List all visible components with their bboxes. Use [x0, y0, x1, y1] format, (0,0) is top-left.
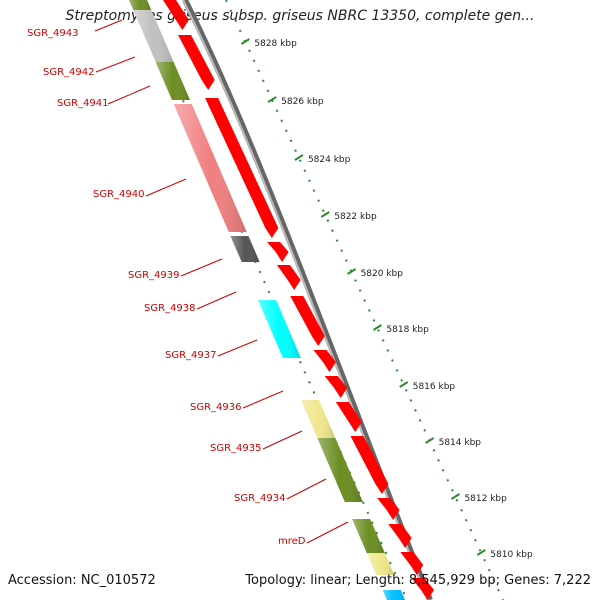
label-leader [286, 478, 327, 500]
backbone-highlight [182, 0, 429, 600]
backbone-line [182, 0, 433, 600]
forward-gene[interactable] [335, 402, 362, 432]
label-leader [242, 390, 284, 409]
scale-tick-label: 5812 kbp [464, 494, 507, 504]
gene-shade [258, 300, 301, 358]
forward-gene[interactable] [276, 265, 301, 290]
gene-label: SGR_4940 [93, 189, 145, 200]
scale-tick-label: 5820 kbp [361, 269, 404, 279]
scale-tick [320, 211, 330, 218]
gene-label: mreD [278, 536, 306, 547]
gene-shade [301, 400, 336, 438]
label-leader [145, 178, 187, 197]
accession-text: Accession: NC_010572 [8, 573, 156, 588]
scale-tick-label: 5814 kbp [439, 438, 482, 448]
forward-gene[interactable] [178, 35, 215, 90]
scale-tick-label: 5824 kbp [308, 155, 351, 165]
forward-gene[interactable] [163, 0, 189, 30]
gene-label: SGR_4943 [27, 28, 79, 39]
scale-tick [240, 38, 250, 45]
scale-tick [399, 381, 409, 388]
topology-text: Topology: linear; Length: 8,545,929 bp; … [245, 573, 591, 588]
label-leader [306, 521, 349, 544]
scale-tick-label: 5826 kbp [281, 97, 324, 107]
backbone [182, 0, 433, 600]
scale-tick-label: 5828 kbp [254, 39, 297, 49]
gene-tracks[interactable] [129, 0, 434, 600]
label-leader [217, 339, 258, 357]
scale-ticks: 5828 kbp 5826 kbp 5824 kbp 5822 kbp 5820 kbp… [137, 0, 533, 600]
forward-gene[interactable] [400, 552, 424, 575]
forward-gene[interactable] [290, 296, 325, 346]
scale-tick-label: 5810 kbp [490, 550, 533, 560]
forward-gene[interactable] [388, 524, 412, 548]
gene-label: SGR_4941 [57, 98, 109, 109]
forward-gene[interactable] [267, 242, 289, 262]
gene-labels: SGR_4943 SGR_4942 SGR_4941 SGR_4940 SGR_4939… [27, 19, 349, 547]
gene-label: SGR_4939 [128, 270, 180, 281]
scale-tick [476, 549, 486, 556]
scale-tick [267, 96, 277, 103]
label-leader [95, 56, 136, 73]
gene-shade [155, 62, 190, 100]
gene-shade [317, 438, 363, 502]
scale-tick-label: 5822 kbp [334, 212, 377, 222]
scale-tick [347, 268, 357, 275]
gene-label: SGR_4942 [43, 67, 95, 78]
gene-shade [173, 104, 247, 232]
forward-gene[interactable] [205, 98, 279, 238]
scale-tick [450, 493, 460, 500]
scale-tick [372, 324, 382, 331]
forward-gene[interactable] [313, 350, 336, 372]
gene-label: SGR_4934 [234, 493, 286, 504]
gene-label: SGR_4937 [165, 350, 217, 361]
label-leader [107, 85, 151, 105]
gene-label: SGR_4935 [210, 443, 262, 454]
gene-shade [366, 553, 395, 575]
forward-gene[interactable] [377, 498, 400, 520]
label-leader [262, 430, 303, 450]
forward-gene[interactable] [411, 578, 434, 600]
gene-shade [352, 519, 385, 553]
gene-shade [129, 0, 152, 10]
gene-shade [133, 10, 174, 62]
scale-tick-label: 5816 kbp [413, 382, 456, 392]
label-leader [180, 258, 223, 277]
scale-tick [294, 154, 304, 161]
label-leader [94, 19, 123, 32]
gene-shade [382, 590, 405, 600]
forward-gene[interactable] [350, 436, 389, 494]
scale-tick-label: 5818 kbp [386, 325, 429, 335]
scale-tick [425, 437, 435, 444]
gene-label: SGR_4938 [144, 303, 196, 314]
forward-gene[interactable] [324, 376, 348, 398]
gene-label: SGR_4936 [190, 402, 242, 413]
gene-shade [230, 236, 260, 262]
label-leader [196, 291, 237, 310]
